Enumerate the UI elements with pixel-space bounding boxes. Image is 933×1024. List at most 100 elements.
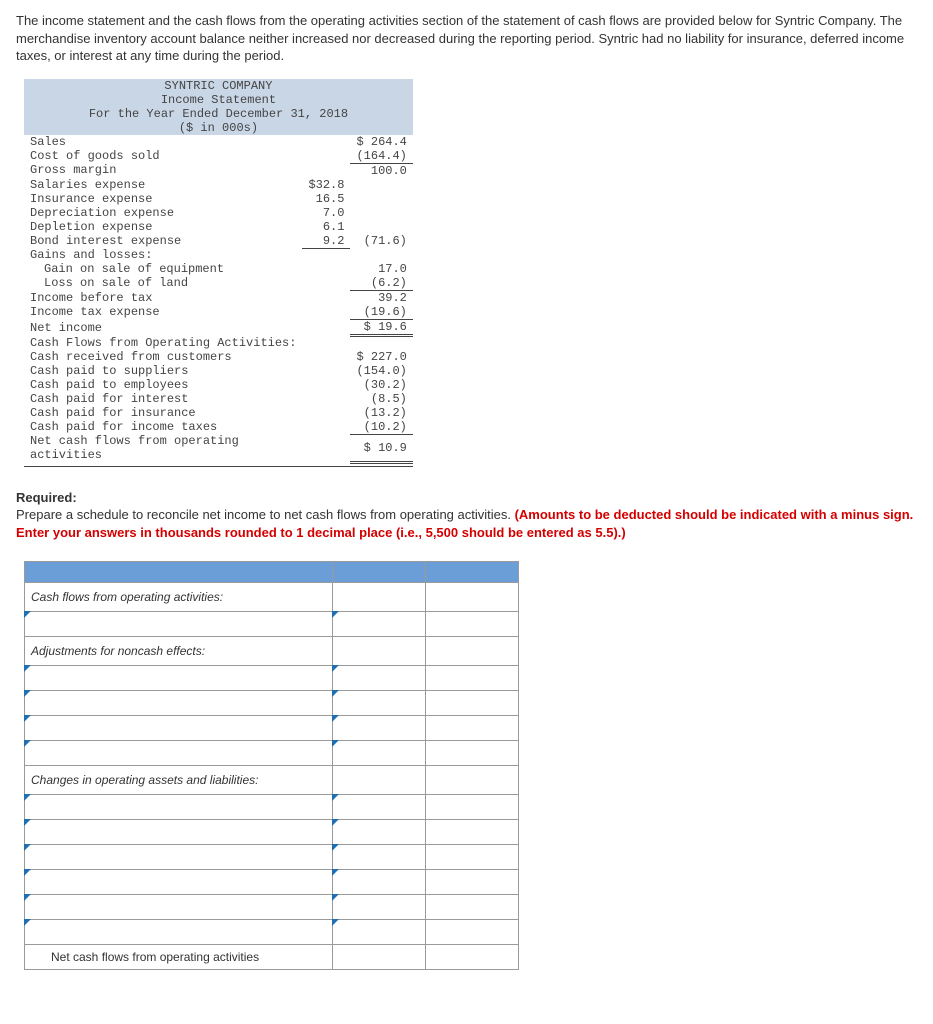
dropdown-icon <box>24 844 31 851</box>
answer-cell[interactable] <box>25 870 333 895</box>
answer-cell[interactable] <box>426 870 519 895</box>
row-label: Income before tax <box>24 291 302 306</box>
row-value: $32.8 <box>302 178 350 192</box>
answer-cell[interactable] <box>25 741 333 766</box>
row-label: Cash paid to employees <box>24 378 302 392</box>
dropdown-icon <box>24 919 31 926</box>
answer-cell[interactable] <box>333 716 426 741</box>
answer-cell[interactable] <box>426 612 519 637</box>
row-label: Cash paid to suppliers <box>24 364 302 378</box>
answer-table: Cash flows from operating activities: Ad… <box>24 561 519 970</box>
row-label: Net cash flows from operating <box>24 434 302 448</box>
answer-cell[interactable] <box>25 845 333 870</box>
answer-cell[interactable] <box>333 666 426 691</box>
row-label: Depreciation expense <box>24 206 302 220</box>
row-label: Cash received from customers <box>24 350 302 364</box>
answer-cell[interactable] <box>333 895 426 920</box>
last-row-label: Net cash flows from operating activities <box>25 945 333 970</box>
answer-cell[interactable] <box>426 666 519 691</box>
row-value: 7.0 <box>302 206 350 220</box>
row-label: activities <box>24 448 302 462</box>
row-value: (6.2) <box>350 276 412 291</box>
answer-cell[interactable] <box>426 637 519 666</box>
row-label: Gain on sale of equipment <box>24 262 302 276</box>
dropdown-icon <box>24 869 31 876</box>
row-value: $ 19.6 <box>350 320 412 336</box>
row-value: (164.4) <box>350 149 412 164</box>
intro-paragraph: The income statement and the cash flows … <box>16 12 917 65</box>
dropdown-icon <box>332 894 339 901</box>
row-label: Cash Flows from Operating Activities: <box>24 336 302 350</box>
answer-cell[interactable] <box>25 895 333 920</box>
row-label: Cash paid for income taxes <box>24 420 302 435</box>
row-value: 39.2 <box>350 291 412 306</box>
answer-cell[interactable] <box>333 691 426 716</box>
answer-cell[interactable] <box>333 583 426 612</box>
row-value: (19.6) <box>350 305 412 320</box>
dropdown-icon <box>332 611 339 618</box>
answer-cell[interactable] <box>426 945 519 970</box>
answer-cell[interactable] <box>333 845 426 870</box>
is-period: For the Year Ended December 31, 2018 <box>24 107 413 121</box>
answer-cell[interactable] <box>333 820 426 845</box>
row-label: Cash paid for insurance <box>24 406 302 420</box>
row-value: 100.0 <box>350 163 412 178</box>
row-label: Gross margin <box>24 163 302 178</box>
dropdown-icon <box>24 611 31 618</box>
answer-cell[interactable] <box>426 716 519 741</box>
row-value: $ 227.0 <box>350 350 412 364</box>
answer-cell[interactable] <box>426 795 519 820</box>
row-label: Gains and losses: <box>24 248 302 262</box>
row-label: Insurance expense <box>24 192 302 206</box>
is-title: Income Statement <box>24 93 413 107</box>
row-value: (10.2) <box>350 420 412 435</box>
answer-cell[interactable] <box>333 766 426 795</box>
dropdown-icon <box>332 690 339 697</box>
answer-cell[interactable] <box>426 741 519 766</box>
dropdown-icon <box>332 819 339 826</box>
answer-cell[interactable] <box>333 637 426 666</box>
answer-cell[interactable] <box>426 820 519 845</box>
answer-cell[interactable] <box>25 920 333 945</box>
dropdown-icon <box>332 919 339 926</box>
section-header: Cash flows from operating activities: <box>25 583 333 612</box>
row-label: Salaries expense <box>24 178 302 192</box>
answer-cell[interactable] <box>333 795 426 820</box>
row-value: $ 264.4 <box>350 135 412 149</box>
row-value: (154.0) <box>350 364 412 378</box>
dropdown-icon <box>332 844 339 851</box>
answer-cell[interactable] <box>426 691 519 716</box>
answer-cell[interactable] <box>426 895 519 920</box>
answer-cell[interactable] <box>426 583 519 612</box>
answer-cell[interactable] <box>25 666 333 691</box>
dropdown-icon <box>24 715 31 722</box>
answer-cell[interactable] <box>426 920 519 945</box>
dropdown-icon <box>332 794 339 801</box>
answer-cell[interactable] <box>25 795 333 820</box>
dropdown-icon <box>332 715 339 722</box>
answer-cell[interactable] <box>426 845 519 870</box>
answer-cell[interactable] <box>25 612 333 637</box>
answer-cell[interactable] <box>25 691 333 716</box>
answer-cell[interactable] <box>333 870 426 895</box>
answer-cell[interactable] <box>333 612 426 637</box>
row-value: (30.2) <box>350 378 412 392</box>
dropdown-icon <box>24 665 31 672</box>
answer-cell[interactable] <box>333 945 426 970</box>
row-label: Cost of goods sold <box>24 149 302 164</box>
answer-cell[interactable] <box>426 766 519 795</box>
row-label: Bond interest expense <box>24 234 302 249</box>
answer-cell[interactable] <box>333 920 426 945</box>
dropdown-icon <box>24 894 31 901</box>
answer-cell[interactable] <box>25 820 333 845</box>
section-header: Changes in operating assets and liabilit… <box>25 766 333 795</box>
is-company: SYNTRIC COMPANY <box>24 79 413 93</box>
dropdown-icon <box>332 869 339 876</box>
answer-cell[interactable] <box>25 716 333 741</box>
row-label: Loss on sale of land <box>24 276 302 291</box>
dropdown-icon <box>24 740 31 747</box>
required-block: Required: Prepare a schedule to reconcil… <box>16 489 917 542</box>
answer-cell[interactable] <box>333 741 426 766</box>
dropdown-icon <box>332 665 339 672</box>
row-label: Sales <box>24 135 302 149</box>
